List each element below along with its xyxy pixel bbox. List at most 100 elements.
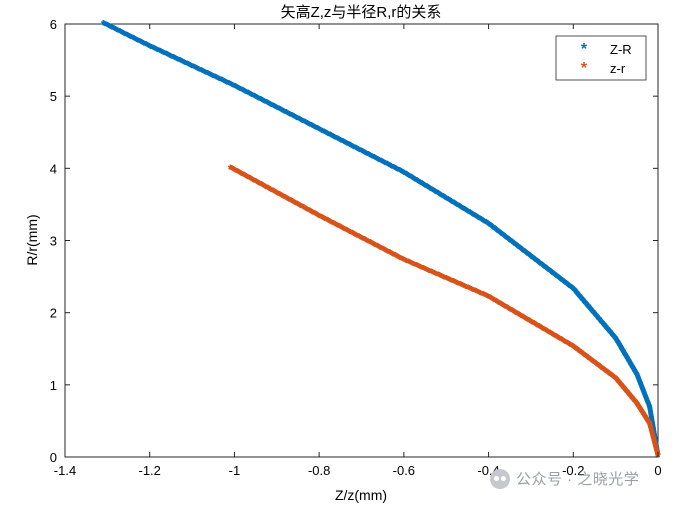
- data-point: *: [647, 402, 653, 417]
- data-point: *: [646, 416, 652, 431]
- data-point: *: [434, 186, 440, 201]
- data-point: *: [204, 67, 210, 82]
- data-point: *: [424, 264, 430, 279]
- data-point: *: [269, 99, 275, 114]
- data-point: *: [616, 376, 622, 391]
- data-point: *: [412, 258, 418, 273]
- data-point: *: [444, 192, 450, 207]
- data-point: *: [558, 333, 564, 348]
- data-point: *: [592, 308, 598, 323]
- data-point: *: [643, 412, 649, 427]
- data-point: *: [605, 323, 611, 338]
- data-point: *: [577, 345, 583, 360]
- data-point: *: [528, 250, 534, 265]
- data-point: *: [572, 284, 578, 299]
- data-point: *: [648, 409, 654, 424]
- data-point: *: [609, 369, 615, 384]
- data-point: *: [437, 188, 443, 203]
- data-point: *: [174, 53, 180, 68]
- data-point: *: [284, 107, 290, 122]
- data-point: *: [572, 341, 578, 356]
- data-point: *: [605, 323, 611, 338]
- data-point: *: [628, 357, 634, 372]
- data-point: *: [624, 385, 630, 400]
- data-point: *: [456, 277, 462, 292]
- data-point: *: [491, 222, 497, 237]
- data-point: *: [647, 401, 653, 416]
- data-point: *: [298, 199, 304, 214]
- data-point: *: [603, 320, 609, 335]
- data-point: *: [268, 98, 274, 113]
- data-point: *: [294, 111, 300, 126]
- data-point: *: [591, 306, 597, 321]
- data-point: *: [240, 168, 246, 183]
- y-axis-label: R/r(mm): [24, 214, 40, 265]
- data-point: *: [575, 343, 581, 358]
- data-point: *: [629, 391, 635, 406]
- data-point: *: [428, 265, 434, 280]
- data-point: *: [193, 62, 199, 77]
- data-point: *: [424, 180, 430, 195]
- data-point: *: [238, 83, 244, 98]
- data-point: *: [654, 443, 660, 458]
- data-point: *: [222, 75, 228, 90]
- data-point: *: [563, 277, 569, 292]
- data-point: *: [614, 334, 620, 349]
- data-point: *: [627, 389, 633, 404]
- data-point: *: [327, 128, 333, 143]
- plot-area: [64, 23, 659, 458]
- data-point: *: [307, 118, 313, 133]
- legend-label-z-R: Z-R: [610, 42, 632, 57]
- data-point: *: [588, 354, 594, 369]
- data-point: *: [381, 156, 387, 171]
- y-tick-label: 3: [50, 234, 57, 249]
- data-point: *: [207, 68, 213, 83]
- data-point: *: [446, 273, 452, 288]
- data-point: *: [641, 408, 647, 423]
- data-point: *: [359, 231, 365, 246]
- data-point: *: [622, 348, 628, 363]
- data-point: *: [636, 373, 642, 388]
- data-point: *: [622, 383, 628, 398]
- data-point: *: [388, 247, 394, 262]
- data-point: *: [390, 248, 396, 263]
- data-point: *: [107, 20, 113, 35]
- data-point: *: [612, 331, 618, 346]
- data-point: *: [285, 107, 291, 122]
- data-point: *: [342, 136, 348, 151]
- data-point: *: [219, 74, 225, 89]
- data-point: *: [515, 240, 521, 255]
- data-point: *: [593, 357, 599, 372]
- data-point: *: [653, 439, 659, 454]
- data-point: *: [615, 375, 621, 390]
- data-point: *: [316, 209, 322, 224]
- data-point: *: [635, 370, 641, 385]
- data-point: *: [650, 417, 656, 432]
- data-point: *: [262, 95, 268, 110]
- data-point: *: [640, 407, 646, 422]
- data-point: *: [450, 275, 456, 290]
- data-point: *: [108, 21, 114, 36]
- data-point: *: [597, 360, 603, 375]
- legend-box: [555, 35, 647, 81]
- data-point: *: [654, 444, 660, 459]
- data-point: *: [513, 238, 519, 253]
- data-point: *: [645, 415, 651, 430]
- data-point: *: [476, 211, 482, 226]
- data-point: *: [536, 256, 542, 271]
- data-point: *: [619, 342, 625, 357]
- data-point: *: [530, 316, 536, 331]
- data-point: *: [324, 127, 330, 142]
- data-point: *: [180, 56, 186, 71]
- data-point: *: [342, 223, 348, 238]
- data-point: *: [176, 54, 182, 69]
- data-point: *: [642, 410, 648, 425]
- data-point: *: [168, 50, 174, 65]
- data-point: *: [217, 73, 223, 88]
- data-point: *: [308, 119, 314, 134]
- data-point: *: [426, 182, 432, 197]
- data-point: *: [652, 431, 658, 446]
- data-point: *: [571, 283, 577, 298]
- data-point: *: [475, 211, 481, 226]
- data-point: *: [643, 390, 649, 405]
